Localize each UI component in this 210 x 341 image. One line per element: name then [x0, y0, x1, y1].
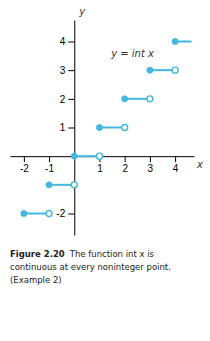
- step-segment: [74, 155, 99, 157]
- tick: -2: [56, 208, 74, 219]
- tick-label: 1: [97, 163, 103, 174]
- tick-label: -1: [45, 163, 54, 174]
- tick-mark: [68, 128, 74, 129]
- tick: 4: [173, 156, 179, 174]
- closed-endpoint: [46, 182, 52, 188]
- open-endpoint: [71, 182, 77, 188]
- step-segment: [99, 127, 124, 129]
- axis-line: [74, 21, 75, 236]
- tick-mark: [49, 156, 50, 162]
- caption-text: (Example 2): [10, 275, 62, 285]
- annotation: y = int x: [110, 48, 154, 59]
- x-axis: -2 -1 1 2 3 4: [11, 156, 195, 174]
- tick-label: 2: [122, 163, 128, 174]
- tick-mark: [24, 156, 25, 162]
- caption-text: continuous at every noninteger point.: [10, 262, 171, 272]
- step-segment: [24, 213, 49, 215]
- tick-mark: [68, 214, 74, 215]
- tick-label: 3: [148, 163, 154, 174]
- tick-label: -2: [56, 208, 65, 219]
- tick-mark: [68, 42, 74, 43]
- chart: -2 -1 1 2 3 4 -2 1 2 3 4 x y y = int x Figure 2.20 The …: [0, 0, 210, 341]
- step-segment: [125, 98, 150, 100]
- tick-label: 2: [60, 94, 66, 105]
- closed-endpoint: [21, 211, 27, 217]
- tick: 2: [122, 156, 128, 174]
- tick-mark: [125, 156, 126, 162]
- closed-endpoint: [172, 39, 178, 45]
- open-endpoint: [122, 125, 128, 131]
- open-endpoint: [172, 67, 178, 73]
- y-axis: -2 1 2 3 4: [56, 21, 74, 236]
- tick-label: 4: [173, 163, 179, 174]
- tick-mark: [68, 99, 74, 100]
- closed-endpoint: [71, 153, 77, 159]
- caption-label: Figure 2.20: [10, 249, 65, 259]
- closed-endpoint: [96, 125, 102, 131]
- caption-line: Figure 2.20 The function int x is: [10, 249, 155, 259]
- open-endpoint: [147, 96, 153, 102]
- tick: -1: [45, 156, 54, 174]
- tick-label: -2: [20, 163, 29, 174]
- x-axis-label: x: [196, 159, 203, 170]
- tick-mark: [68, 70, 74, 71]
- closed-endpoint: [122, 96, 128, 102]
- tick-mark: [150, 156, 151, 162]
- tick: 3: [60, 65, 75, 76]
- tick-label: 1: [60, 122, 66, 133]
- y-axis-label: y: [78, 6, 86, 17]
- tick: 3: [148, 156, 154, 174]
- open-endpoint: [96, 153, 102, 159]
- tick-mark: [175, 156, 176, 162]
- tick: 1: [60, 122, 75, 133]
- tick: 2: [60, 94, 75, 105]
- open-endpoint: [46, 211, 52, 217]
- step-segment: [49, 184, 74, 186]
- tick: -2: [20, 156, 29, 174]
- tick-label: 4: [60, 36, 66, 47]
- plot-area: [21, 39, 192, 217]
- closed-endpoint: [147, 67, 153, 73]
- caption-text: The function int x is: [69, 249, 155, 259]
- tick-label: 3: [60, 65, 66, 76]
- tick: 4: [60, 36, 75, 47]
- step-segment: [150, 69, 175, 71]
